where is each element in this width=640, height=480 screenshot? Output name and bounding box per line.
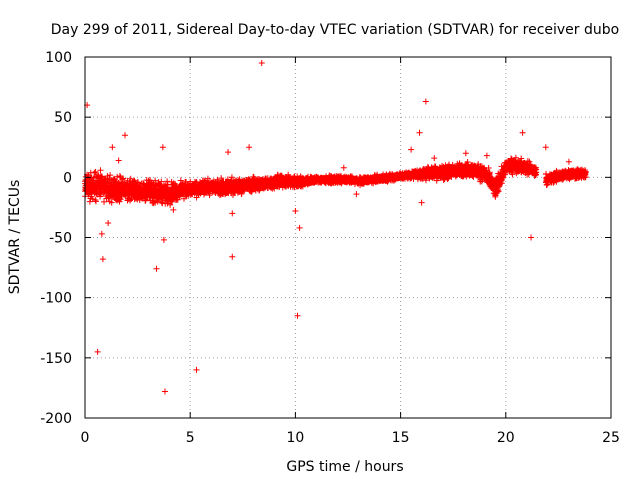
outlier-point: [225, 149, 232, 156]
x-tick-label: 5: [186, 430, 195, 446]
outlier-point: [292, 208, 299, 215]
outlier-point: [340, 164, 347, 171]
data-point: [127, 196, 134, 203]
data-point: [486, 169, 493, 176]
data-point: [97, 167, 104, 174]
outlier-point: [519, 129, 526, 136]
outlier-point: [105, 220, 112, 227]
data-point: [92, 197, 99, 204]
outlier-point: [109, 144, 116, 151]
data-point: [238, 190, 245, 197]
y-tick-label: 50: [54, 110, 72, 126]
y-axis-label: SDTVAR / TECUs: [7, 180, 23, 295]
outlier-point: [115, 157, 122, 164]
data-point: [116, 173, 123, 180]
data-points: [81, 60, 589, 395]
data-point: [485, 165, 492, 171]
x-axis-label: GPS time / hours: [286, 459, 403, 475]
x-tick-label: 10: [286, 430, 304, 446]
outlier-point: [431, 155, 438, 162]
y-tick-label: 100: [45, 50, 72, 66]
outlier-point: [128, 195, 135, 202]
y-tick-label: 0: [63, 170, 72, 186]
data-point: [120, 175, 127, 182]
axis-ticks: 0 5 10 15 20 25 -200 -150 -100 -50 0 50 100: [40, 50, 620, 446]
outlier-point: [229, 210, 236, 217]
data-point: [101, 198, 108, 205]
data-point: [127, 175, 134, 182]
outlier-point: [416, 129, 423, 136]
data-point: [464, 158, 471, 165]
outlier-point: [246, 144, 253, 151]
data-point: [177, 177, 184, 184]
outlier-point: [408, 146, 415, 153]
data-point: [107, 172, 114, 179]
data-point: [422, 177, 429, 184]
outlier-point: [565, 158, 572, 165]
outlier-point: [528, 234, 535, 241]
outlier-point: [98, 230, 105, 237]
outlier-point: [153, 265, 160, 272]
outlier-point: [170, 206, 177, 213]
chart-title: Day 299 of 2011, Sidereal Day-to-day VTE…: [51, 22, 619, 38]
gridlines: [85, 57, 611, 418]
data-point: [135, 179, 142, 186]
data-point: [204, 175, 211, 182]
outlier-point: [229, 253, 236, 260]
data-point: [533, 171, 540, 178]
outlier-point: [161, 388, 168, 395]
y-tick-label: -150: [40, 351, 72, 367]
outlier-point: [121, 132, 128, 139]
data-point: [533, 166, 540, 173]
x-tick-label: 0: [81, 430, 90, 446]
data-point: [187, 191, 194, 198]
data-point: [512, 154, 519, 161]
outlier-point: [294, 312, 301, 319]
x-tick-label: 20: [497, 430, 515, 446]
outlier-point: [418, 199, 425, 206]
outlier-point: [193, 366, 200, 373]
data-point: [152, 177, 159, 184]
outlier-point: [462, 150, 469, 157]
outlier-point: [94, 348, 101, 355]
x-tick-label: 25: [602, 430, 620, 446]
outlier-point: [296, 224, 303, 231]
outlier-point: [160, 236, 167, 243]
data-point: [228, 174, 235, 181]
data-point: [158, 178, 165, 185]
outlier-point: [99, 256, 106, 263]
data-point: [174, 196, 181, 203]
outlier-point: [258, 60, 265, 67]
data-point: [108, 199, 115, 206]
outlier-point: [483, 152, 490, 159]
data-point: [152, 199, 159, 206]
outlier-point: [159, 144, 166, 151]
data-point: [509, 171, 516, 178]
data-point: [119, 176, 126, 183]
data-point: [424, 163, 431, 170]
y-tick-label: -200: [40, 411, 72, 427]
data-point: [94, 172, 101, 179]
data-point: [582, 169, 589, 176]
data-point: [139, 195, 146, 202]
x-tick-label: 15: [392, 430, 410, 446]
y-tick-label: -100: [40, 291, 72, 307]
outlier-point: [353, 191, 360, 198]
outlier-point: [542, 144, 549, 151]
data-point: [92, 198, 99, 205]
outlier-point: [422, 98, 429, 105]
data-point: [89, 196, 96, 203]
y-tick-label: -50: [49, 231, 72, 247]
